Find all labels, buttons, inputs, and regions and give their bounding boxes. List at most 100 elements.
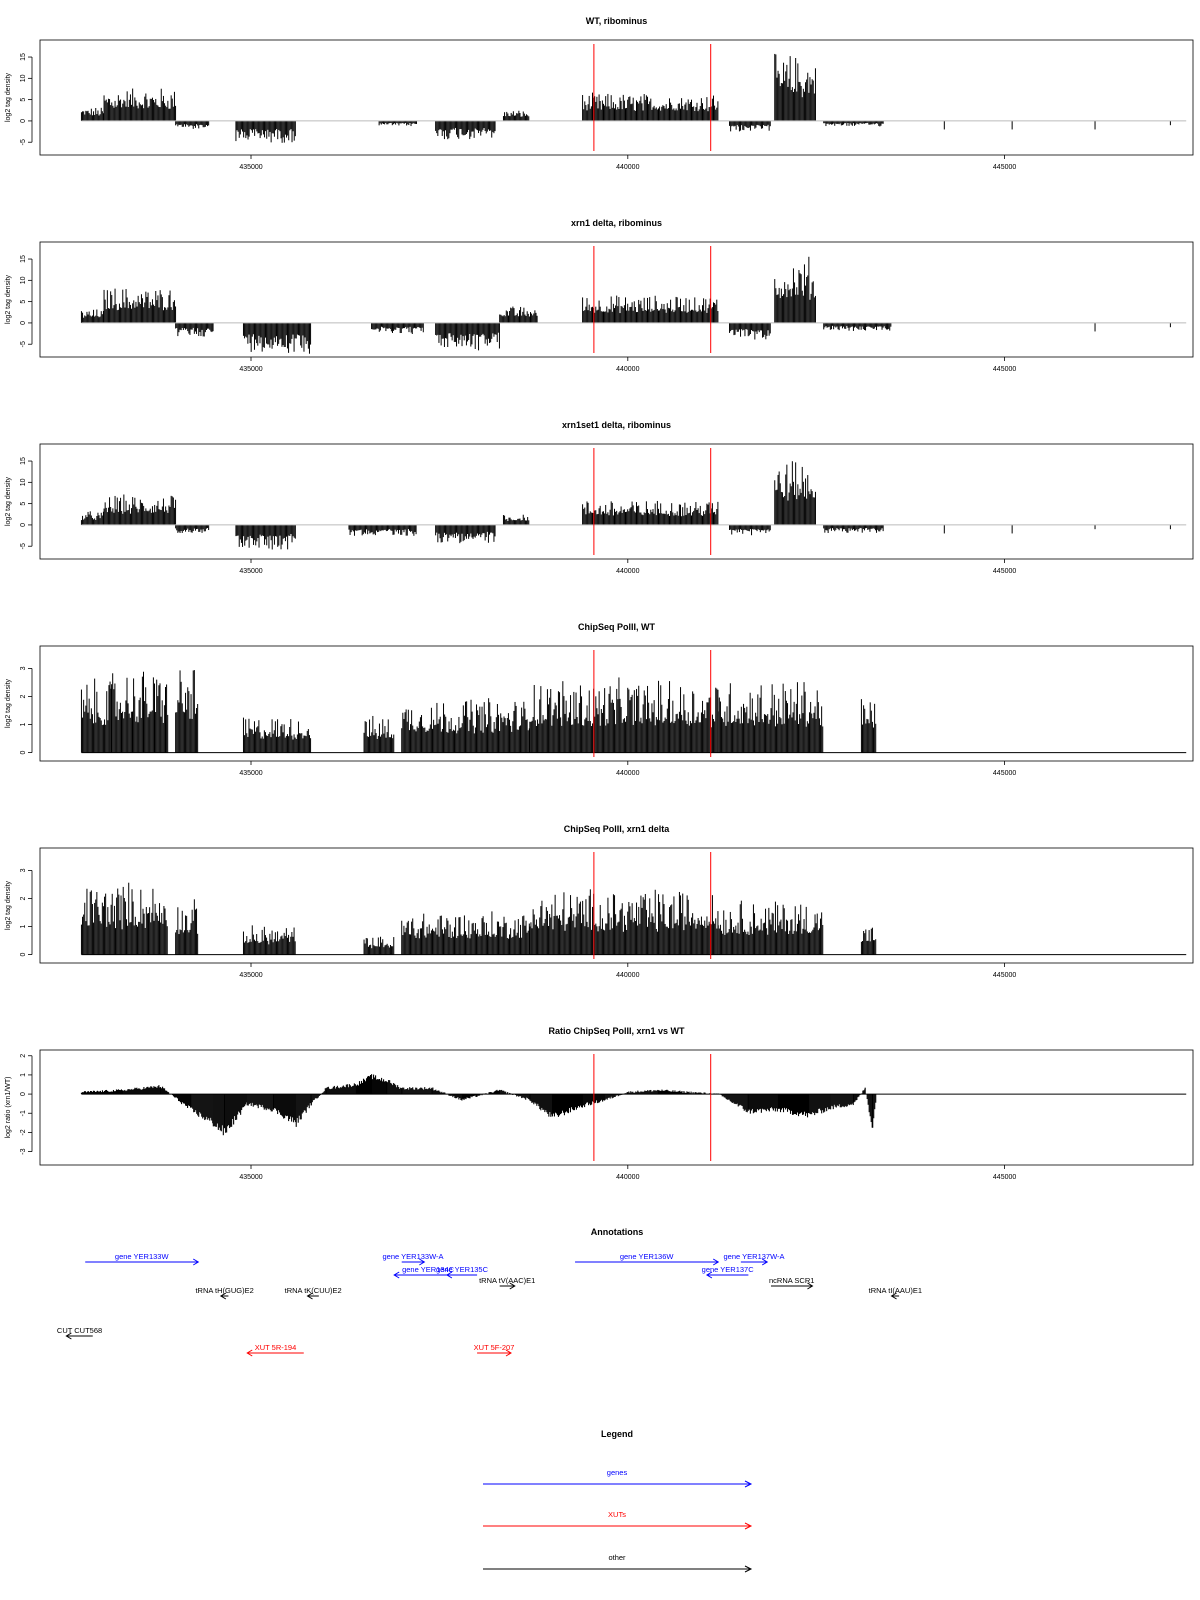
arrow-head — [393, 1271, 400, 1279]
legend-item-gene: genes — [483, 1468, 753, 1488]
x-tick-label: 440000 — [616, 770, 639, 777]
y-tick-label: 2 — [20, 694, 27, 698]
annotation-feature: gene YER135C — [436, 1265, 489, 1279]
x-tick-label: 440000 — [616, 366, 639, 373]
x-tick-label: 435000 — [239, 972, 262, 979]
feature-label: XUT 5R-194 — [255, 1343, 297, 1352]
y-tick-label: 2 — [20, 1054, 27, 1058]
y-tick-label: 0 — [20, 321, 27, 325]
feature-label: ncRNA SCR1 — [769, 1276, 814, 1285]
arrow-head — [445, 1271, 453, 1279]
y-tick-label: 0 — [20, 119, 27, 123]
panel-frame — [39, 1049, 1194, 1166]
y-tick-label: 1 — [20, 1073, 27, 1077]
y-tick-label: 10 — [20, 276, 27, 284]
feature-label: gene YER135C — [436, 1265, 489, 1274]
arrow-head — [192, 1258, 200, 1266]
y-tick-label: 3 — [20, 868, 27, 872]
legend-label: XUTs — [608, 1510, 626, 1519]
panel-title: Ratio ChipSeq PolII, xrn1 vs WT — [548, 1026, 685, 1036]
y-tick-label: -2 — [20, 1129, 27, 1135]
y-tick-label: 5 — [20, 300, 27, 304]
annotations-title: Annotations — [591, 1227, 644, 1237]
annotation-feature: gene YER136W — [575, 1252, 720, 1266]
annotation-feature: XUT 5R-194 — [246, 1343, 304, 1357]
panel-4: ChipSeq PolII, WT log2 tag density 0 1 2 3 435… — [5, 622, 1194, 777]
panel-3: xrn1set1 delta, ribominus log2 tag densit… — [5, 420, 1194, 575]
x-tick-label: 445000 — [993, 972, 1016, 979]
y-tick-label: 2 — [20, 896, 27, 900]
annotation-feature: tRNA tH(GUG)E2 — [195, 1286, 254, 1300]
arrow-head — [306, 1292, 313, 1300]
x-tick-label: 435000 — [239, 366, 262, 373]
panel-frame — [39, 645, 1194, 762]
y-tick-label: 3 — [20, 666, 27, 670]
x-tick-label: 440000 — [616, 568, 639, 575]
annotation-feature: tRNA tI(AAU)E1 — [869, 1286, 922, 1300]
y-tick-label: 5 — [20, 98, 27, 102]
data-bars — [80, 53, 1171, 143]
y-tick-label: 10 — [20, 74, 27, 82]
feature-label: gene YER136W — [620, 1252, 675, 1261]
y-tick-label: 10 — [20, 478, 27, 486]
data-bars — [80, 256, 1171, 354]
y-tick-label: 15 — [20, 53, 27, 61]
y-axis-label: log2 tag density — [5, 476, 12, 526]
x-tick-label: 445000 — [993, 366, 1016, 373]
legend-item-xut: XUTs — [483, 1510, 753, 1530]
y-tick-label: -5 — [20, 341, 27, 347]
feature-label: gene YER137W-A — [724, 1252, 785, 1261]
x-tick-label: 435000 — [239, 568, 262, 575]
y-tick-label: 15 — [20, 255, 27, 263]
annotation-feature: gene YER137C — [702, 1265, 754, 1279]
feature-label: tRNA tV(AAC)E1 — [479, 1276, 535, 1285]
panel-5: ChipSeq PolII, xrn1 delta log2 tag densit… — [5, 824, 1194, 979]
arrow-head — [705, 1271, 713, 1279]
y-tick-label: 0 — [20, 1092, 27, 1096]
arrow-head — [505, 1349, 512, 1357]
legend-arrow-head — [744, 1565, 753, 1573]
feature-label: gene YER134C — [402, 1265, 455, 1274]
panel-title: xrn1set1 delta, ribominus — [562, 420, 671, 430]
y-axis-label: log2 tag density — [5, 274, 12, 324]
panel-title: ChipSeq PolII, WT — [578, 622, 655, 632]
annotation-feature: CUT CUT568 — [57, 1326, 102, 1340]
y-tick-label: 15 — [20, 457, 27, 465]
panel-6: Ratio ChipSeq PolII, xrn1 vs WT log2 rati… — [5, 1026, 1194, 1181]
arrow-head — [761, 1258, 769, 1266]
legend-label: other — [608, 1553, 626, 1562]
y-tick-label: -3 — [20, 1148, 27, 1154]
y-tick-label: 1 — [20, 722, 27, 726]
legend-arrow-head — [744, 1522, 753, 1530]
annotation-feature: gene YER133W — [85, 1252, 200, 1266]
panel-title: ChipSeq PolII, xrn1 delta — [564, 824, 671, 834]
panel-2: xrn1 delta, ribominus log2 tag density -5 0… — [5, 218, 1194, 373]
y-tick-label: 1 — [20, 924, 27, 928]
y-axis-label: log2 tag density — [5, 678, 12, 728]
x-tick-label: 440000 — [616, 972, 639, 979]
feature-label: gene YER133W-A — [383, 1252, 444, 1261]
x-tick-label: 445000 — [993, 568, 1016, 575]
legend-label: genes — [607, 1468, 628, 1477]
data-bars — [80, 882, 877, 955]
annotation-feature: gene YER133W-A — [383, 1252, 444, 1266]
panel-frame — [39, 847, 1194, 964]
arrow-head — [712, 1258, 720, 1266]
feature-label: tRNA tH(GUG)E2 — [195, 1286, 253, 1295]
feature-label: tRNA tI(AAU)E1 — [869, 1286, 922, 1295]
feature-label: tRNA tK(CUU)E2 — [285, 1286, 342, 1295]
arrow-head — [219, 1292, 227, 1300]
x-tick-label: 435000 — [239, 770, 262, 777]
panel-frame — [39, 241, 1194, 358]
x-tick-label: 440000 — [616, 164, 639, 171]
annotation-feature: XUT 5F-207 — [474, 1343, 514, 1357]
x-tick-label: 445000 — [993, 164, 1016, 171]
data-bars — [80, 461, 1171, 550]
arrow-head — [509, 1282, 516, 1290]
legend-arrow-head — [744, 1480, 753, 1488]
panel-title: xrn1 delta, ribominus — [571, 218, 662, 228]
y-tick-label: -5 — [20, 139, 27, 145]
y-axis-label: log2 tag density — [5, 880, 12, 930]
